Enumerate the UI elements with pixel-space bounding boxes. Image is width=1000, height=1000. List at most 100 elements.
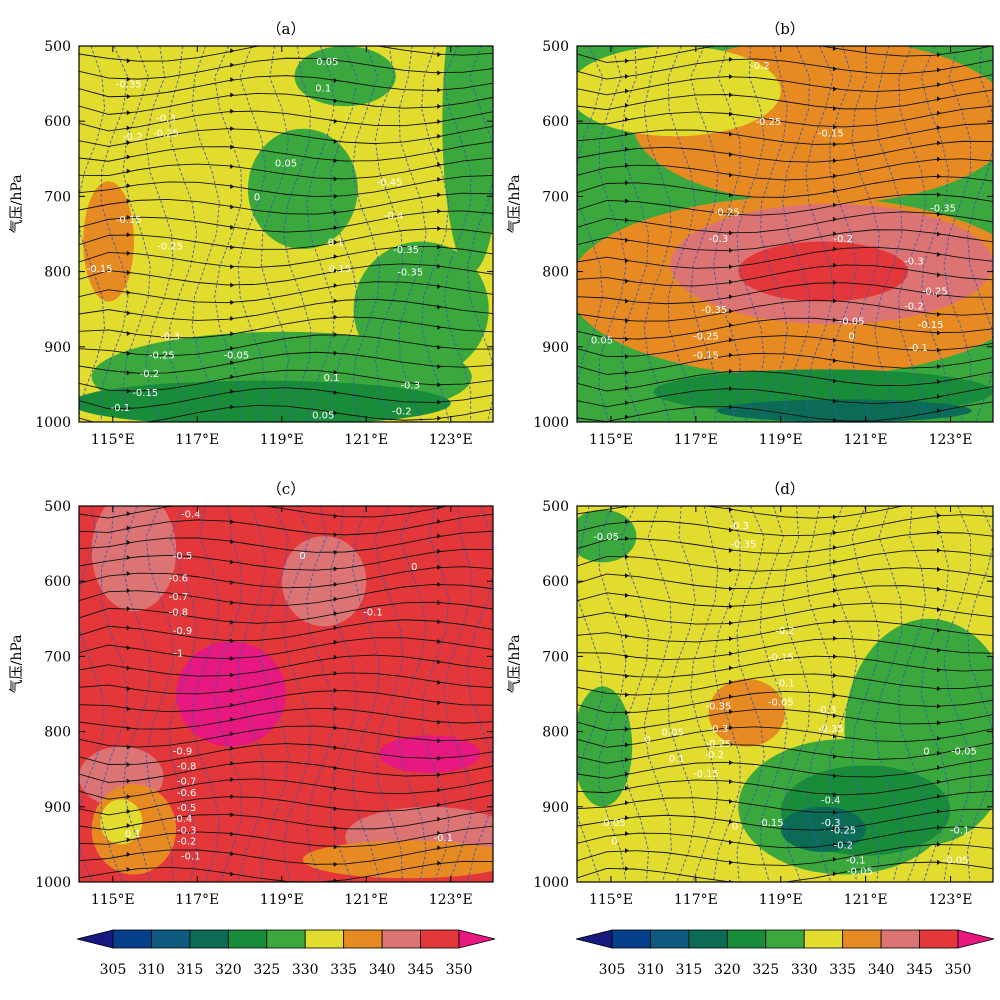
streamline-arrow — [729, 152, 733, 158]
streamline-arrow — [333, 314, 338, 320]
streamline-arrow — [126, 388, 131, 394]
streamline-arrow — [437, 263, 442, 269]
x-tick-label: 121°E — [844, 432, 888, 448]
contour-line — [169, 506, 198, 882]
streamline-arrow — [833, 173, 837, 179]
colorbar-segment — [880, 929, 920, 949]
contour-label: -0.2 — [833, 840, 853, 851]
contour-label: -0.05 — [951, 746, 977, 757]
streamline-arrow — [729, 172, 733, 178]
streamline-arrow — [230, 282, 235, 288]
streamline-arrow — [937, 808, 941, 814]
contour-label: -0.15 — [693, 769, 719, 780]
streamline-arrow — [437, 619, 442, 625]
contour-line — [330, 46, 358, 422]
streamline — [577, 193, 993, 216]
contour-label: -0.15 — [818, 128, 844, 139]
colorbar-segment — [151, 929, 191, 949]
streamline-arrow — [625, 370, 629, 376]
contour-label: -0.1 — [363, 607, 383, 618]
streamline-arrow — [437, 364, 442, 370]
contour-line — [805, 46, 834, 422]
y-tick-label: 900 — [44, 800, 71, 816]
streamline-arrow — [126, 725, 131, 731]
streamline-arrow — [230, 264, 235, 270]
streamline — [577, 585, 993, 608]
contour-label: -0.3 — [904, 256, 924, 267]
y-tick-label: 700 — [542, 649, 569, 665]
streamline — [79, 75, 493, 98]
streamline-arrow — [833, 358, 837, 364]
contour-label: -0.3 — [729, 521, 749, 532]
colorbar-tick-label: 320 — [215, 962, 242, 978]
streamline-arrow — [333, 98, 338, 104]
streamline — [79, 281, 493, 304]
streamline-arrow — [937, 379, 941, 385]
contour-line — [260, 46, 289, 422]
streamline-arrow — [937, 173, 941, 179]
y-tick-label: 500 — [44, 39, 71, 55]
streamline-arrow — [625, 785, 629, 791]
streamline-arrow — [333, 390, 338, 396]
streamline-arrow — [833, 158, 837, 164]
streamline-arrow — [729, 404, 733, 410]
streamline-arrow — [333, 786, 338, 792]
streamline-arrow — [230, 48, 235, 54]
streamline-arrow — [333, 639, 338, 645]
colorbar-segment — [688, 929, 728, 949]
streamline-arrow — [333, 825, 338, 831]
colorbar-tick-label: 350 — [446, 962, 473, 978]
y-tick-label: 800 — [44, 725, 71, 741]
streamline-arrow — [625, 673, 629, 679]
contour-line — [283, 506, 312, 882]
streamline-arrow — [437, 787, 442, 793]
y-tick-label: 800 — [44, 265, 71, 281]
streamline — [577, 299, 993, 322]
contour-label: -0.2 — [750, 61, 770, 72]
contour-line — [943, 46, 972, 422]
streamline-arrow — [729, 92, 733, 98]
fill-region — [738, 241, 909, 302]
streamline-arrow — [625, 592, 629, 598]
y-tick-label: 1000 — [35, 875, 71, 891]
streamline — [577, 229, 993, 252]
streamline-arrow — [230, 184, 235, 190]
streamline-arrow — [230, 244, 235, 250]
streamline-arrow — [126, 588, 131, 594]
panel-c: -0.4-0.5-0.6-0.7-0.8-0.9-100-0.1-0.9-0.8… — [9, 480, 494, 908]
contour-label: -0.1 — [181, 852, 201, 863]
streamline-arrow — [937, 779, 941, 785]
streamline-arrow — [833, 124, 837, 130]
x-tick-label: 115°E — [91, 892, 135, 908]
contour-label: 0.05 — [603, 818, 625, 829]
streamline — [577, 691, 993, 713]
colorbar-tick-label: 320 — [714, 962, 741, 978]
streamline-arrow — [833, 417, 837, 422]
streamline-arrow — [937, 859, 941, 865]
colorbar-tick-label: 330 — [791, 962, 818, 978]
streamline — [79, 506, 451, 519]
streamline-arrow — [729, 352, 733, 358]
streamline — [79, 672, 493, 695]
contour-line — [667, 46, 696, 422]
colorbar-segment — [765, 929, 805, 949]
panel-b: -0.2 -0.25 -0.15 -0.25 -0.3 -0.35 -0.2 -0.3 -0.3… — [507, 20, 994, 448]
contour-line — [169, 46, 198, 422]
streamline-arrow — [729, 567, 733, 573]
streamline-arrow — [937, 566, 941, 572]
streamline-arrow — [729, 41, 733, 46]
streamline-arrow — [437, 192, 442, 198]
streamline-arrow — [230, 717, 235, 723]
streamline-arrow — [230, 360, 235, 366]
colorbar-arrow-high — [957, 929, 995, 949]
streamline-arrow — [729, 709, 733, 715]
streamline-arrow — [230, 77, 235, 83]
streamline — [577, 726, 993, 748]
contour-label: -0.25 — [755, 117, 781, 128]
contour-line — [237, 46, 266, 422]
streamline-arrow — [729, 725, 733, 731]
contour-label: -0.15 — [132, 388, 158, 399]
colorbar-tick-label: 310 — [637, 962, 664, 978]
streamline-arrow — [625, 519, 629, 525]
